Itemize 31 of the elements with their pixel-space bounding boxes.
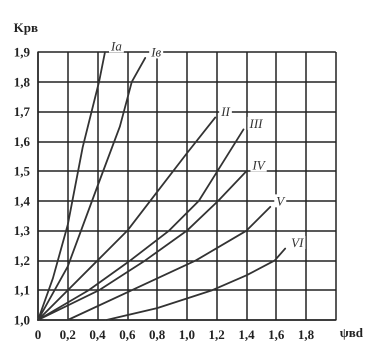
x-tick-label: 1,6 <box>268 327 285 342</box>
y-tick-label: 1,3 <box>14 223 30 238</box>
x-tick-label: 0,8 <box>148 327 166 342</box>
y-tick-label: 1,1 <box>14 282 30 298</box>
y-tick-label: 1,7 <box>14 104 30 120</box>
x-tick-label: 1,4 <box>238 327 256 342</box>
series-label: Iа <box>110 38 122 54</box>
series-label: II <box>220 104 231 120</box>
series-label: V <box>276 193 286 208</box>
y-tick-label: 1,6 <box>14 134 30 149</box>
line-series <box>106 248 286 321</box>
x-tick-label: 0,2 <box>60 327 76 342</box>
y-tick-label: 1,4 <box>14 193 30 208</box>
y-tick-label: 1,9 <box>14 44 30 60</box>
series-label: Iв <box>150 44 162 60</box>
x-tick-label: 1,8 <box>298 327 315 342</box>
y-axis-title: Kрв <box>14 20 38 35</box>
line-series <box>66 206 272 321</box>
x-tick-label: 1,0 <box>178 327 196 342</box>
x-axis-title: ψвd <box>340 325 364 340</box>
y-tick-label: 1,5 <box>14 164 30 179</box>
series-label: IV <box>251 158 267 173</box>
y-tick-label: 1,2 <box>14 252 30 268</box>
x-tick-label: 0 <box>34 327 42 342</box>
y-tick-label: 1,0 <box>14 312 30 328</box>
x-tick-label: 1,2 <box>208 327 225 342</box>
y-tick-label: 1,8 <box>14 74 30 90</box>
series-label: III <box>248 116 264 131</box>
series-label: VI <box>291 235 304 250</box>
x-tick-label: 0,4 <box>89 327 106 342</box>
x-tick-label: 0,6 <box>119 327 136 342</box>
